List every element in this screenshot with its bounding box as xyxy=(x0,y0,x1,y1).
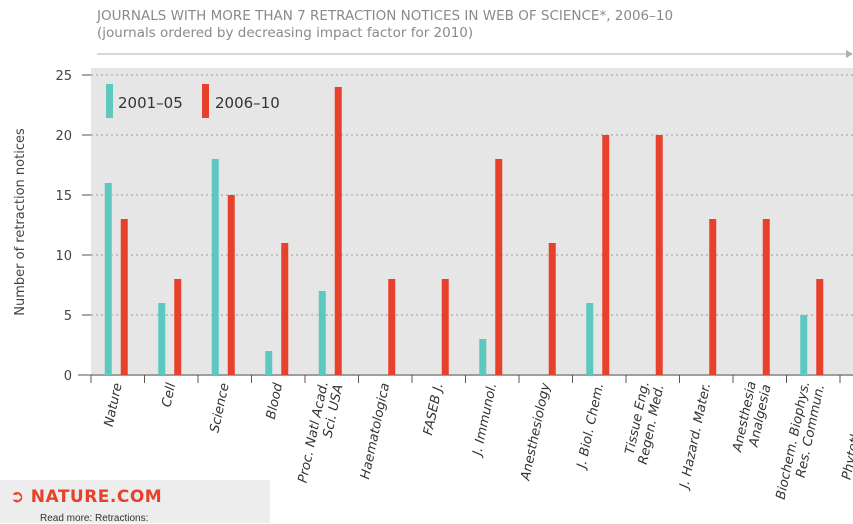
x-tick-label: FASEB J. xyxy=(421,382,447,437)
bar-2006-10 xyxy=(174,279,182,375)
bar-2001-05 xyxy=(211,159,219,375)
chart-subtitle: (journals ordered by decreasing impact f… xyxy=(97,25,474,41)
y-tick-label: 10 xyxy=(55,249,72,264)
bar-2006-10 xyxy=(495,159,503,375)
x-tick-label-line: Cell xyxy=(159,381,179,408)
arrow-right-icon: ➲ xyxy=(10,487,25,507)
y-tick-label: 0 xyxy=(64,369,72,384)
x-tick-label: J. Hazard. Mater. xyxy=(677,382,715,493)
y-tick-label: 20 xyxy=(55,129,72,144)
title-arrow-head xyxy=(846,50,853,58)
bar-2006-10 xyxy=(816,279,824,375)
bar-2006-10 xyxy=(227,195,235,375)
bar-2001-05 xyxy=(158,303,166,375)
footer-text: Read more: Retractions: xyxy=(40,513,149,524)
bar-2006-10 xyxy=(602,135,610,375)
brand-link[interactable]: ➲ NATURE.COM xyxy=(10,487,162,507)
x-tick-label: Science xyxy=(208,382,233,434)
bar-2006-10 xyxy=(281,243,289,375)
x-tick-label: Proc. Natl Acad.Sci. USA xyxy=(296,380,347,484)
legend-swatch-2001-05 xyxy=(106,84,113,118)
y-axis-label: Number of retraction notices xyxy=(13,128,28,316)
y-tick-label: 15 xyxy=(55,189,72,204)
x-tick-label: Blood xyxy=(264,381,286,421)
legend-swatch-2006-10 xyxy=(202,84,209,118)
bar-2001-05 xyxy=(586,303,594,375)
x-tick-label: Tissue Eng.Regen. Med. xyxy=(623,380,668,466)
x-tick-label-line: Phytother. Res. xyxy=(840,382,853,481)
bar-2006-10 xyxy=(388,279,396,375)
x-tick-label: Nature xyxy=(102,382,126,429)
legend-label: 2001–05 xyxy=(118,94,183,112)
brand-label: NATURE.COM xyxy=(30,487,163,507)
x-tick-label-line: Nature xyxy=(102,382,126,429)
footer-box: ➲ NATURE.COM Read more: Retractions: xyxy=(0,480,270,524)
x-tick-label-line: Haematologica xyxy=(358,382,393,481)
bar-2001-05 xyxy=(265,351,273,375)
bar-2006-10 xyxy=(548,243,556,375)
y-tick-label: 5 xyxy=(64,309,72,324)
x-tick-label-line: FASEB J. xyxy=(421,382,447,437)
bar-2001-05 xyxy=(479,339,487,375)
bar-2001-05 xyxy=(318,291,326,375)
bar-2001-05 xyxy=(800,315,808,375)
x-tick-label: Phytother. Res. xyxy=(840,382,853,481)
x-tick-label-line: Anesthesiology xyxy=(518,381,554,482)
y-tick-label: 25 xyxy=(55,69,72,84)
x-tick-label-line: Blood xyxy=(264,381,286,421)
x-tick-label: Cell xyxy=(159,381,179,408)
y-tick-labels: 0 5 10 15 20 25 xyxy=(55,69,72,384)
x-tick-label: Haematologica xyxy=(358,382,393,481)
chart-title: JOURNALS WITH MORE THAN 7 RETRACTION NOT… xyxy=(97,8,674,24)
x-tick-label: Anesthesiology xyxy=(518,381,554,482)
bars xyxy=(90,87,841,383)
bar-2006-10 xyxy=(334,87,342,375)
chart-title-block: JOURNALS WITH MORE THAN 7 RETRACTION NOT… xyxy=(97,8,673,42)
x-tick-label-line: J. Hazard. Mater. xyxy=(677,382,715,493)
x-tick-label: J. Biol. Chem. xyxy=(574,382,607,473)
legend-label: 2006–10 xyxy=(215,94,280,112)
bar-2006-10 xyxy=(441,279,449,375)
x-tick-label: Biochem. Biophys.Res. Commun. xyxy=(774,380,828,501)
bar-2001-05 xyxy=(104,183,112,375)
x-tick-label-line: J. Immunol. xyxy=(470,382,501,460)
bar-2006-10 xyxy=(762,219,770,375)
x-tick-label-line: J. Biol. Chem. xyxy=(574,382,607,473)
x-tick-label: J. Immunol. xyxy=(470,382,501,460)
bar-2006-10 xyxy=(655,135,663,375)
bar-2006-10 xyxy=(120,219,128,375)
legend: 2001–05 2006–10 xyxy=(106,84,280,118)
x-tick-label-line: Science xyxy=(208,382,233,434)
bar-2006-10 xyxy=(709,219,717,375)
